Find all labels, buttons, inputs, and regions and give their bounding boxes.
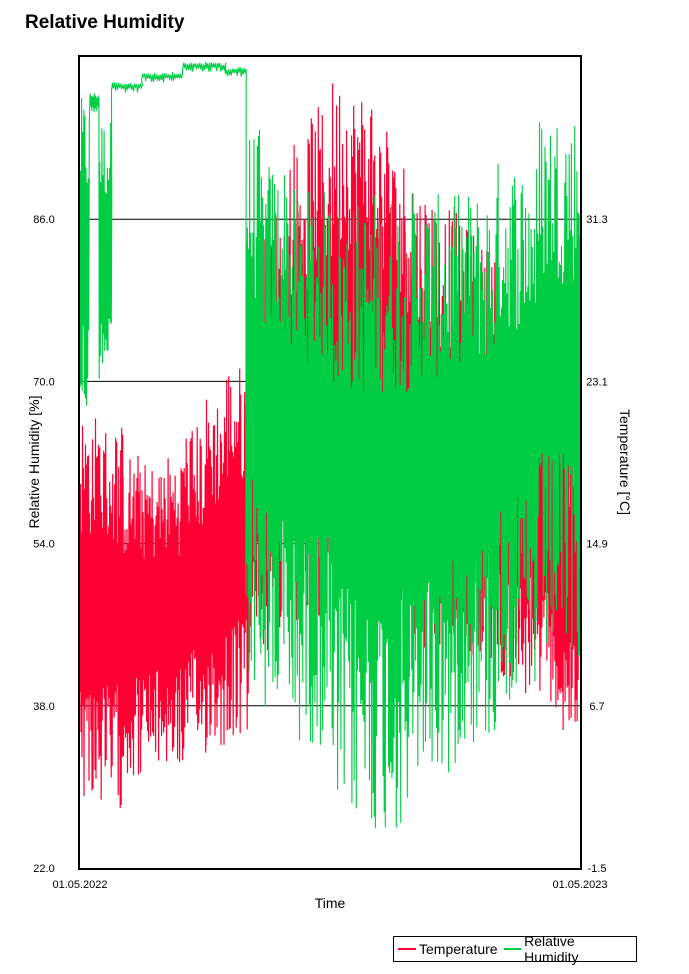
x-tick-label: 01.05.2023: [552, 879, 607, 891]
legend-item-temperature: Temperature: [398, 941, 498, 957]
legend-label-humidity: Relative Humidity: [524, 933, 579, 965]
y-axis-left-label: Relative Humidity [%]: [26, 395, 42, 528]
y-right-tick-label: -1.5: [588, 863, 607, 875]
legend-label-temperature: Temperature: [419, 941, 498, 957]
x-tick-label: 01.05.2022: [52, 879, 107, 891]
y-left-tick-label: 22.0: [33, 863, 54, 875]
y-right-tick-label: 31.3: [586, 214, 607, 226]
y-left-tick-label: 54.0: [33, 539, 54, 551]
series-line-relative-humidity: [79, 62, 581, 829]
plot-frame: [78, 55, 582, 870]
y-left-tick-label: 70.0: [33, 376, 54, 388]
y-left-tick-label: 38.0: [33, 701, 54, 713]
y-left-tick-label: 86.0: [33, 214, 54, 226]
legend-swatch-temperature: [398, 948, 416, 950]
legend-swatch-humidity: [503, 948, 522, 950]
tick-labels: 22.0 -1.5 38.0 6.7 54.0 14.9 70.0 23.1 86.0 31.3 0…: [33, 214, 607, 891]
y-axis-right-label: Temperature [°C]: [617, 409, 633, 515]
y-right-tick-label: 23.1: [586, 376, 607, 388]
legend-item-humidity: Relative Humidity: [503, 933, 630, 965]
chart-title: Relative Humidity: [25, 12, 185, 33]
y-right-tick-label: 14.9: [586, 539, 607, 551]
y-right-tick-label: 6.7: [589, 701, 604, 713]
legend: Temperature Relative Humidity: [393, 933, 637, 965]
series-humidity: [79, 62, 581, 829]
x-axis-label: Time: [315, 895, 346, 911]
